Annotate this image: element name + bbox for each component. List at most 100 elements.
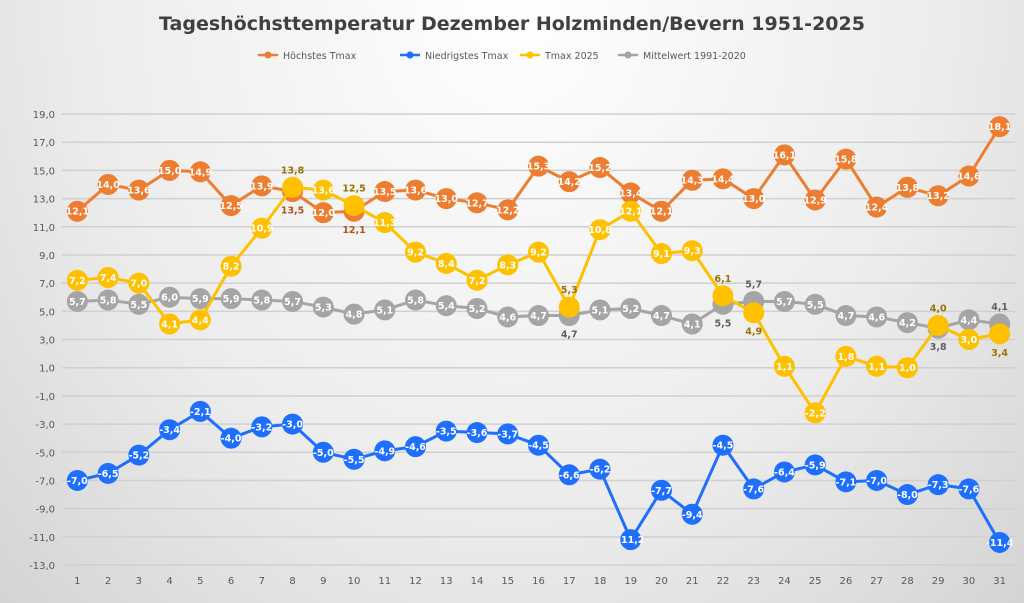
data-point <box>497 199 519 221</box>
data-point <box>681 313 703 335</box>
series-h-chstes-tmax <box>66 116 1011 224</box>
data-label: 1,8 <box>837 352 854 363</box>
x-tick-label: 20 <box>655 576 668 587</box>
data-point <box>466 269 488 291</box>
y-tick-label: 1,0 <box>39 364 55 375</box>
y-tick-label: -7,0 <box>35 476 55 487</box>
data-label: 15,8 <box>834 155 858 166</box>
y-tick-label: 7,0 <box>39 279 55 290</box>
data-label: 13,5 <box>281 206 304 217</box>
x-tick-label: 4 <box>166 576 172 587</box>
data-point <box>374 299 396 321</box>
data-point <box>528 434 549 456</box>
legend-marker <box>526 51 534 59</box>
x-tick-label: 21 <box>686 576 699 587</box>
data-label: -5,0 <box>313 448 334 459</box>
data-label: 14,4 <box>711 174 735 185</box>
data-point <box>97 266 119 288</box>
y-tick-label: 9,0 <box>39 251 55 262</box>
x-tick-label: 16 <box>532 576 545 587</box>
data-label: 13,6 <box>127 186 151 197</box>
chart-title: Tageshöchsttemperatur Dezember Holzminde… <box>159 13 865 35</box>
data-point <box>558 171 580 193</box>
data-point <box>220 288 242 310</box>
data-point <box>251 175 273 197</box>
data-label: 13,4 <box>619 188 643 199</box>
data-point <box>497 306 519 328</box>
data-label: 5,7 <box>69 297 86 308</box>
data-point <box>528 241 549 263</box>
data-label: -5,9 <box>805 460 826 471</box>
data-point <box>312 179 334 201</box>
x-tick-label: 15 <box>501 576 514 587</box>
legend-label: Niedrigstes Tmax <box>425 51 509 62</box>
data-label: -4,9 <box>374 446 395 457</box>
data-label: 1,1 <box>776 362 793 373</box>
data-point <box>312 202 334 224</box>
data-point <box>773 144 795 166</box>
data-label: 5,9 <box>223 294 240 305</box>
x-tick-label: 24 <box>778 576 791 587</box>
data-point <box>804 293 826 315</box>
data-point <box>343 448 365 470</box>
x-tick-label: 30 <box>963 576 976 587</box>
data-label: -4,5 <box>528 441 549 452</box>
data-point <box>220 195 242 217</box>
data-point <box>128 444 150 466</box>
data-point <box>374 181 396 203</box>
data-point <box>435 188 457 210</box>
data-label: -5,2 <box>128 451 149 462</box>
data-point <box>251 416 273 438</box>
data-point <box>620 200 642 222</box>
x-tick-label: 9 <box>320 576 326 587</box>
data-point <box>128 179 150 201</box>
data-point <box>97 462 119 484</box>
data-label: 5,8 <box>100 296 117 307</box>
data-label: 13,0 <box>435 194 459 205</box>
data-point <box>804 402 826 424</box>
data-label: -7,0 <box>67 476 88 487</box>
data-label: 15,0 <box>158 166 182 177</box>
data-point <box>835 345 857 367</box>
data-point <box>589 219 611 241</box>
data-label: 4,1 <box>684 319 701 330</box>
data-label: -6,2 <box>590 465 611 476</box>
data-label: 14,3 <box>680 176 703 187</box>
data-label: 9,2 <box>530 248 547 259</box>
x-tick-label: 7 <box>259 576 265 587</box>
data-labels: 12,1 7,2 5,7 -7,0 14,0 7,4 5,8 -6,5 13,6 7,0 5,5 -5… <box>66 122 1014 549</box>
data-label: 5,5 <box>130 300 147 311</box>
data-point <box>343 303 365 325</box>
y-axis: 19,0 17,0 15,0 13,0 11,0 9,0 7,0 5,0 3,0 1,0 -1,0 -… <box>29 110 55 572</box>
data-label: -3,4 <box>159 425 180 436</box>
data-label: 3,4 <box>991 348 1008 359</box>
y-tick-label: 15,0 <box>33 166 55 177</box>
legend-marker <box>264 51 272 59</box>
data-point <box>927 474 949 496</box>
data-label: 5,7 <box>745 279 762 290</box>
data-point <box>374 440 396 462</box>
data-label: 4,8 <box>346 310 363 321</box>
data-label: 14,0 <box>96 180 120 191</box>
data-label: -3,5 <box>436 427 457 438</box>
data-label: 4,7 <box>837 311 854 322</box>
x-tick-label: 19 <box>624 576 637 587</box>
x-tick-label: 8 <box>289 576 295 587</box>
data-point <box>343 195 365 217</box>
y-tick-label: -3,0 <box>35 420 55 431</box>
data-point <box>189 161 211 183</box>
data-label: 12,7 <box>465 198 488 209</box>
data-label: 12,1 <box>650 207 673 218</box>
legend-item: Höchstes Tmax <box>258 51 357 62</box>
data-label: 7,2 <box>469 276 486 287</box>
data-point <box>896 176 918 198</box>
data-label: -11,4 <box>986 538 1014 549</box>
data-label: 5,7 <box>284 297 301 308</box>
data-label: -2,2 <box>805 408 826 419</box>
data-point <box>743 302 765 324</box>
x-tick-label: 17 <box>563 576 576 587</box>
data-point <box>435 252 457 274</box>
data-label: -7,0 <box>866 476 887 487</box>
data-label: 5,3 <box>561 285 578 296</box>
data-label: -7,7 <box>651 486 672 497</box>
